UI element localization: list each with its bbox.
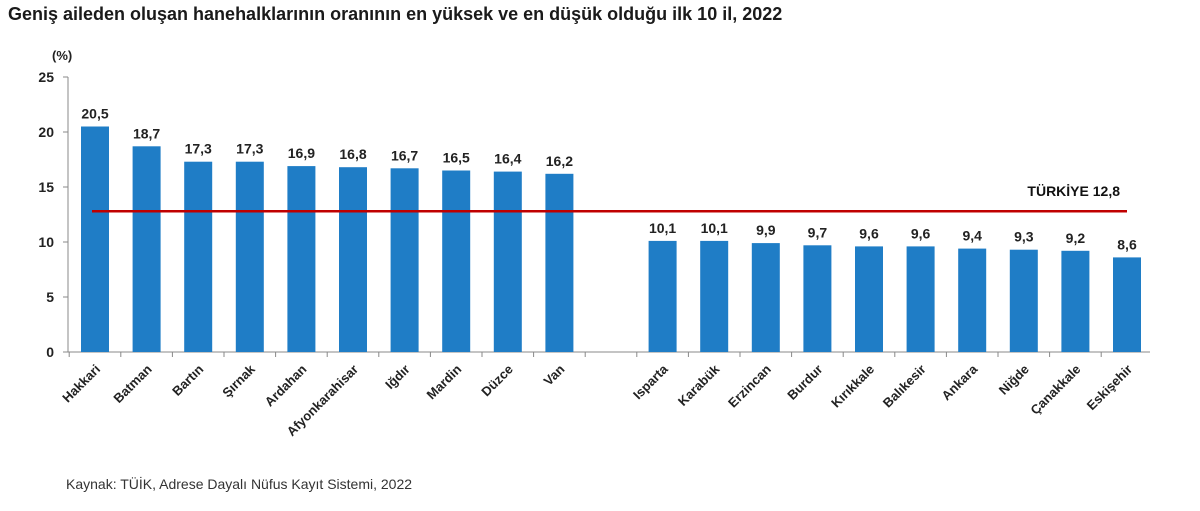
bar xyxy=(493,171,522,352)
bar-value-label: 17,3 xyxy=(185,141,212,157)
category-label: Erzincan xyxy=(725,361,774,410)
y-tick-label: 0 xyxy=(46,344,54,360)
bar-value-label: 8,6 xyxy=(1117,236,1137,252)
bar-value-label: 17,3 xyxy=(236,141,263,157)
category-label: Çanakkale xyxy=(1027,362,1083,418)
category-label: Ardahan xyxy=(262,361,310,409)
bar-chart: 0 5 10 15 20 25 (%) 20,5 Hakkari 18,7 Batman 17,3 B… xyxy=(38,48,1150,439)
bar xyxy=(855,246,883,352)
bar-value-label: 9,2 xyxy=(1066,230,1086,246)
category-label: Düzce xyxy=(478,362,516,400)
y-tick-label: 10 xyxy=(38,234,54,250)
category-label: Isparta xyxy=(630,361,671,402)
bar-value-label: 20,5 xyxy=(81,106,108,122)
y-tick-label: 5 xyxy=(46,289,54,305)
category-label: Batman xyxy=(110,361,154,405)
bar xyxy=(1009,249,1038,352)
bar-value-label: 9,6 xyxy=(911,225,931,241)
category-label: Burdur xyxy=(784,362,825,403)
bar xyxy=(803,245,832,352)
chart-title: Geniş aileden oluşan hanehalklarının ora… xyxy=(8,4,783,24)
bar-value-label: 10,1 xyxy=(701,220,728,236)
bar xyxy=(1061,250,1090,352)
bar xyxy=(339,167,367,352)
source-note: Kaynak: TÜİK, Adrese Dayalı Nüfus Kayıt … xyxy=(66,476,413,492)
bar-value-label: 9,9 xyxy=(756,222,776,238)
y-tick-label: 15 xyxy=(38,179,54,195)
category-label: Iğdır xyxy=(382,362,413,393)
category-label: Ankara xyxy=(939,361,981,403)
y-tick-label: 25 xyxy=(38,69,54,85)
category-label: Balıkesir xyxy=(880,362,929,411)
bar xyxy=(648,240,677,352)
axes: 0 5 10 15 20 25 (%) xyxy=(38,48,1150,360)
category-label: Bartın xyxy=(169,361,206,398)
reference-line-label: TÜRKİYE 12,8 xyxy=(1027,183,1120,199)
bar-value-label: 10,1 xyxy=(649,220,676,236)
bar-value-label: 9,6 xyxy=(859,225,879,241)
bar xyxy=(442,170,471,352)
bar xyxy=(1113,257,1141,352)
category-label: Mardin xyxy=(424,361,465,402)
bar-value-label: 9,3 xyxy=(1014,229,1034,245)
category-label: Van xyxy=(541,361,568,388)
bar-value-label: 16,9 xyxy=(288,145,315,161)
reference-line-group: TÜRKİYE 12,8 xyxy=(92,183,1127,213)
bar xyxy=(545,173,574,352)
bar xyxy=(287,166,316,352)
bar-value-label: 16,5 xyxy=(443,150,470,166)
bar xyxy=(906,246,935,352)
category-label: Karabük xyxy=(675,361,723,409)
category-label: Niğde xyxy=(996,362,1032,398)
bar xyxy=(81,126,109,352)
bars xyxy=(81,126,1141,352)
bar-value-label: 9,7 xyxy=(808,224,828,240)
bar-value-label: 9,4 xyxy=(962,228,982,244)
bar xyxy=(184,161,213,352)
bar xyxy=(132,146,161,352)
bar-value-label: 16,2 xyxy=(546,153,573,169)
bar xyxy=(958,248,987,352)
bar xyxy=(235,161,264,352)
bar-value-label: 18,7 xyxy=(133,125,160,141)
bar-value-label: 16,8 xyxy=(339,146,366,162)
bar xyxy=(700,240,729,352)
category-label: Şırnak xyxy=(219,361,258,400)
category-label: Kırıkkale xyxy=(828,362,877,411)
bar-value-label: 16,4 xyxy=(494,151,521,167)
category-label: Eskişehir xyxy=(1084,362,1135,413)
bar xyxy=(390,168,419,352)
bar xyxy=(751,243,780,352)
y-tick-label: 20 xyxy=(38,124,54,140)
y-unit-label: (%) xyxy=(52,48,72,63)
category-label: Hakkari xyxy=(59,362,103,406)
bar-value-label: 16,7 xyxy=(391,147,418,163)
